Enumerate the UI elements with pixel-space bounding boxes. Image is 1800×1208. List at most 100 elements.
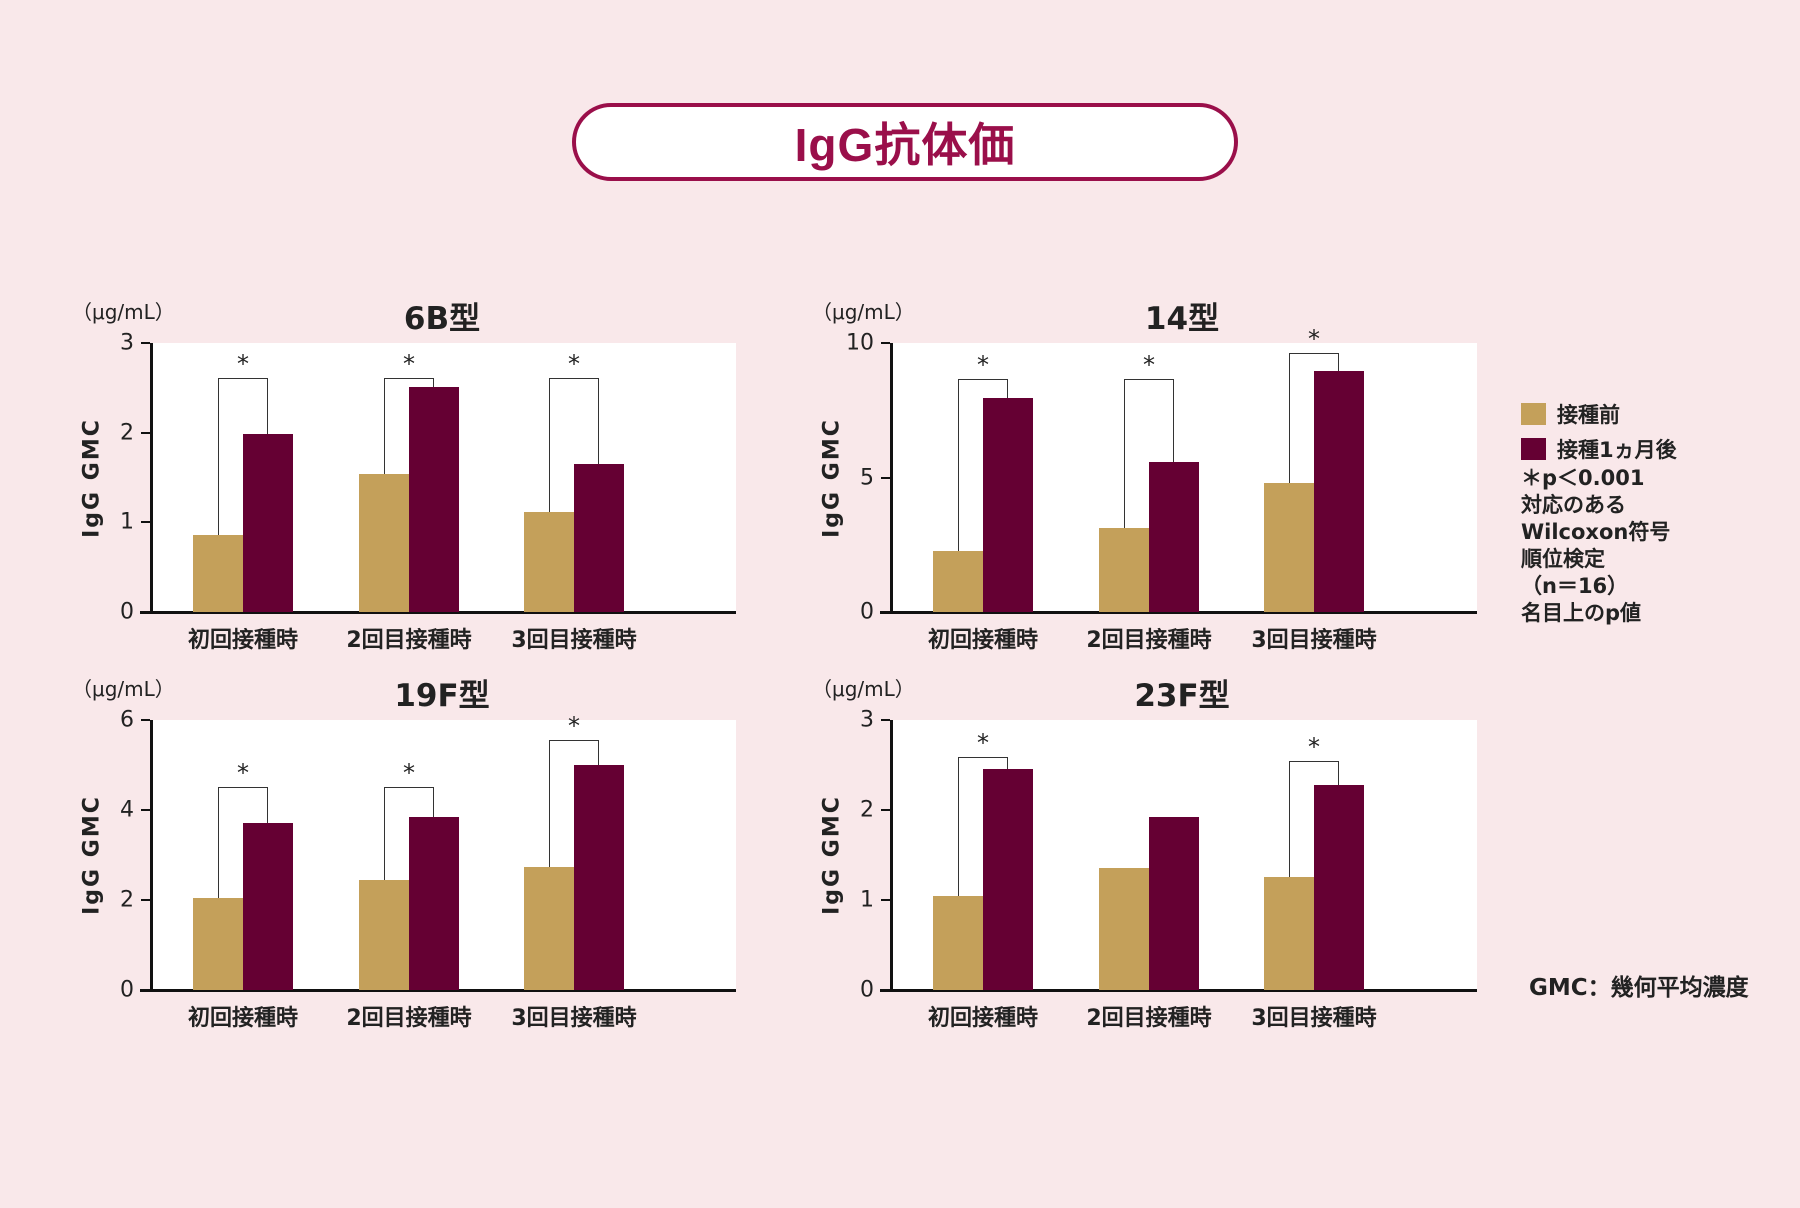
x-category-label: 初回接種時	[927, 628, 1039, 653]
bracket-right-leg-mask	[1338, 784, 1341, 990]
bracket-right-leg-mask	[1338, 370, 1341, 612]
significance-asterisk: *	[568, 711, 580, 740]
bar-before-vaccination	[524, 866, 574, 990]
bracket-right-leg-mask	[598, 765, 601, 990]
x-category-label: 2回目接種時	[346, 628, 472, 653]
x-axis-line	[140, 989, 736, 992]
y-tick	[881, 611, 890, 613]
x-category-label: 2回目接種時	[1086, 628, 1212, 653]
y-tick-label: 1	[120, 509, 134, 535]
legend-item-before: 接種前	[1521, 396, 1677, 431]
bracket-right-leg-mask	[433, 816, 436, 990]
bar-before-vaccination	[1099, 528, 1149, 612]
bar-one-month-after	[1149, 817, 1199, 990]
chart-title: 14型	[1144, 301, 1220, 337]
significance-bracket	[384, 377, 434, 474]
y-tick	[141, 809, 150, 811]
statistics-note: ＊p＜0.001 対応のある Wilcoxon符号 順位検定 （n＝16） 名目…	[1521, 465, 1670, 627]
y-tick-label: 3	[860, 707, 874, 733]
note-line: ＊p＜0.001	[1521, 466, 1645, 490]
significance-asterisk: *	[403, 349, 415, 378]
significance-bracket	[218, 787, 268, 898]
x-category-label: 3回目接種時	[511, 1006, 637, 1031]
significance-asterisk: *	[1308, 325, 1320, 354]
note-line: Wilcoxon符号	[1521, 520, 1671, 544]
significance-asterisk: *	[1308, 732, 1320, 761]
y-tick	[141, 719, 150, 721]
significance-bracket	[218, 377, 268, 535]
figure-title-box: IgG抗体価	[572, 103, 1238, 181]
legend-swatch-after	[1521, 437, 1546, 460]
unit-label: （μg/mL）	[72, 300, 175, 324]
chart-title: 6B型	[403, 301, 481, 337]
legend-item-after: 接種1ヵ月後	[1521, 431, 1677, 466]
x-category-label: 初回接種時	[927, 1006, 1039, 1031]
plot-area: * *	[880, 719, 1477, 992]
legend-swatch-before	[1521, 402, 1546, 425]
y-tick	[141, 899, 150, 901]
y-tick	[881, 809, 890, 811]
significance-bracket	[549, 739, 599, 867]
y-tick-label: 6	[120, 707, 134, 733]
y-tick-label: 3	[120, 330, 134, 356]
bar-before-vaccination	[359, 473, 409, 612]
y-tick	[881, 899, 890, 901]
bar-before-vaccination	[1099, 867, 1149, 990]
y-tick-label: 0	[120, 599, 134, 625]
unit-label: （μg/mL）	[72, 677, 175, 701]
bracket-right-leg-mask	[267, 822, 270, 990]
significance-bracket	[1289, 760, 1339, 877]
x-category-label: 2回目接種時	[346, 1006, 472, 1031]
legend: 接種前 接種1ヵ月後	[1521, 396, 1677, 466]
y-axis-line	[890, 343, 893, 612]
bracket-right-leg-mask	[1173, 461, 1176, 612]
y-tick	[141, 611, 150, 613]
x-axis-line	[880, 989, 1477, 992]
bracket-right-leg-mask	[1007, 768, 1010, 990]
note-line: 対応のある	[1521, 493, 1626, 517]
y-tick-label: 10	[846, 330, 874, 356]
y-tick	[881, 719, 890, 721]
figure-title: IgG抗体価	[794, 119, 1016, 171]
y-tick	[881, 476, 890, 479]
x-category-label: 3回目接種時	[511, 628, 637, 653]
bracket-right-leg-mask	[598, 464, 601, 612]
bar-before-vaccination	[933, 550, 983, 612]
y-tick-label: 0	[860, 977, 874, 1003]
note-line: 順位検定	[1521, 547, 1605, 571]
y-axis-line	[150, 343, 153, 612]
bracket-right-leg-mask	[433, 386, 436, 612]
bar-before-vaccination	[193, 897, 243, 990]
y-tick-label: 5	[860, 465, 874, 490]
significance-bracket	[958, 756, 1008, 897]
y-tick	[881, 342, 890, 344]
significance-asterisk: *	[237, 349, 249, 378]
significance-bracket	[549, 377, 599, 512]
y-axis-line	[150, 720, 153, 990]
bar-before-vaccination	[193, 534, 243, 612]
bracket-right-leg-mask	[1007, 398, 1010, 612]
chart-title: 23F型	[1134, 678, 1230, 714]
significance-bracket	[958, 378, 1008, 551]
bar-before-vaccination	[1264, 482, 1314, 612]
significance-bracket	[384, 787, 434, 881]
note-line: 名目上のp値	[1521, 601, 1642, 625]
bar-before-vaccination	[933, 896, 983, 990]
y-tick	[141, 989, 150, 991]
bar-before-vaccination	[359, 880, 409, 990]
y-tick	[881, 989, 890, 991]
y-tick-label: 2	[860, 797, 874, 823]
unit-label: （μg/mL）	[812, 300, 915, 324]
x-axis-line	[140, 611, 736, 614]
significance-asterisk: *	[977, 728, 989, 757]
x-axis-line	[880, 611, 1477, 614]
y-tick-label: 1	[860, 887, 874, 913]
legend-label-after: 接種1ヵ月後	[1557, 437, 1677, 462]
y-tick	[141, 342, 150, 344]
unit-label: （μg/mL）	[812, 677, 915, 701]
significance-asterisk: *	[568, 349, 580, 378]
x-category-label: 3回目接種時	[1251, 1006, 1377, 1031]
bar-before-vaccination	[524, 511, 574, 612]
note-line: （n＝16）	[1521, 574, 1629, 598]
gmc-definition-note: GMC：幾何平均濃度	[1529, 975, 1749, 1001]
